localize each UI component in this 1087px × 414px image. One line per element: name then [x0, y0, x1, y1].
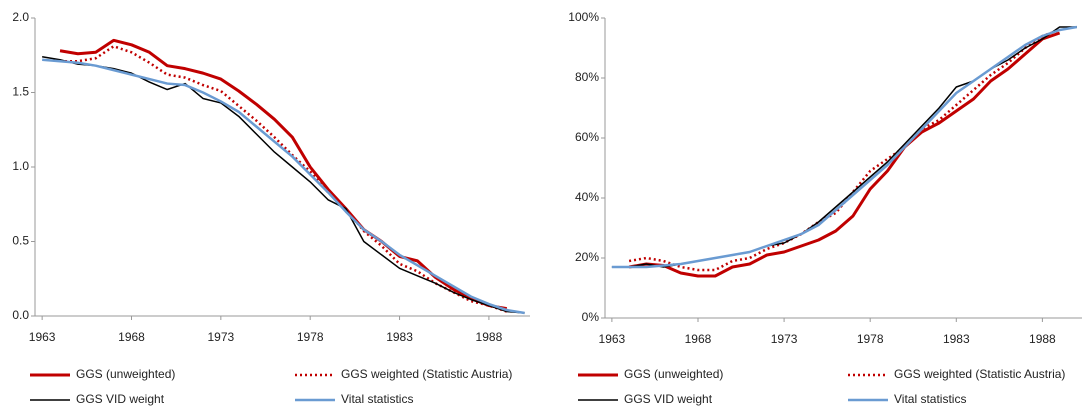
x-tick-label: 1978: [297, 330, 324, 344]
x-tick-label: 1963: [599, 332, 626, 346]
x-tick-label: 1973: [771, 332, 798, 346]
y-tick-label: 1.5: [12, 85, 29, 99]
series-line: [59, 38, 508, 311]
series-line: [628, 31, 1061, 278]
series-line: [42, 56, 525, 314]
y-tick-label: 60%: [575, 130, 599, 144]
y-tick-label: 1.0: [12, 159, 29, 173]
y-tick-label: 0.5: [12, 234, 29, 248]
x-tick-label: 1988: [1029, 332, 1056, 346]
x-tick-label: 1973: [207, 330, 234, 344]
y-tick-label: 20%: [575, 250, 599, 264]
legend-label: GGS weighted (Statistic Austria): [341, 367, 512, 381]
series-line: [60, 45, 508, 313]
legend-label: GGS VID weight: [624, 392, 713, 406]
legend-label: GGS VID weight: [76, 392, 165, 406]
y-tick-label: 2.0: [12, 10, 29, 24]
x-tick-label: 1988: [476, 330, 503, 344]
legend-label: Vital statistics: [341, 392, 413, 406]
legend-label: Vital statistics: [894, 392, 966, 406]
x-tick-label: 1968: [118, 330, 145, 344]
y-tick-label: 100%: [568, 10, 599, 24]
x-tick-label: 1983: [943, 332, 970, 346]
y-tick-label: 80%: [575, 70, 599, 84]
y-tick-label: 0.0: [12, 308, 29, 322]
x-tick-label: 1963: [29, 330, 56, 344]
y-tick-label: 0%: [582, 310, 600, 324]
y-tick-label: 40%: [575, 190, 599, 204]
series-line: [42, 58, 525, 315]
x-tick-label: 1983: [386, 330, 413, 344]
legend-label: GGS (unweighted): [624, 367, 723, 381]
legend-label: GGS (unweighted): [76, 367, 175, 381]
series-line: [611, 25, 1078, 269]
x-tick-label: 1968: [685, 332, 712, 346]
legend-label: GGS weighted (Statistic Austria): [894, 367, 1065, 381]
x-tick-label: 1978: [857, 332, 884, 346]
